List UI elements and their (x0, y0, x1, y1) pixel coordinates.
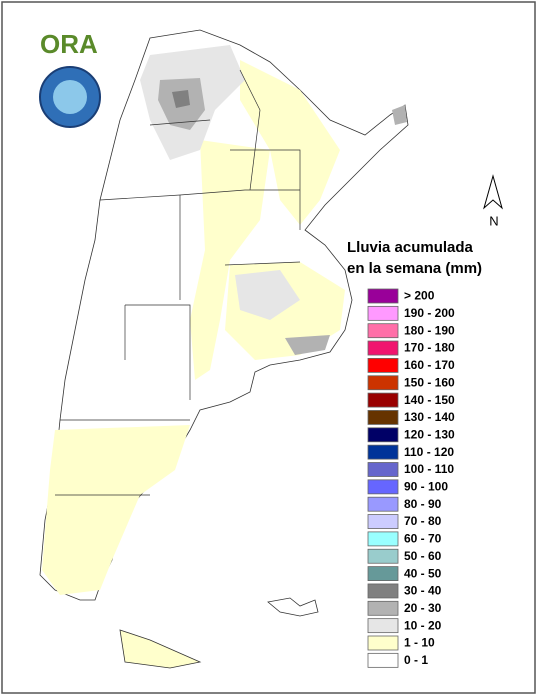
legend-swatch (367, 548, 399, 564)
legend-swatch (367, 444, 399, 460)
legend-label: 110 - 120 (404, 445, 454, 459)
legend-label: > 200 (404, 289, 435, 303)
legend-swatch (367, 496, 399, 512)
legend-label: 10 - 20 (404, 618, 442, 632)
legend-swatch (367, 479, 399, 495)
legend-swatch (367, 566, 399, 581)
legend-label: 60 - 70 (404, 532, 442, 546)
legend-title: en la semana (mm) (347, 260, 482, 277)
legend-swatch (367, 305, 399, 321)
legend-swatch (367, 323, 399, 339)
malvinas (267, 597, 319, 617)
legend-label: 180 - 190 (404, 323, 455, 337)
emblem-inner (53, 80, 87, 114)
legend-label: 170 - 180 (404, 341, 455, 355)
legend-swatch (367, 652, 399, 668)
legend-label: 150 - 160 (404, 375, 455, 389)
legend-swatch (367, 288, 399, 304)
legend-swatch (367, 600, 399, 616)
patch-light (42, 425, 190, 595)
legend-label: 30 - 40 (404, 584, 442, 598)
legend-label: 100 - 110 (404, 462, 454, 476)
legend-title: Lluvia acumulada (347, 239, 474, 256)
legend-label: 140 - 150 (404, 393, 455, 407)
logo-text: ORA (40, 29, 98, 59)
legend-label: 1 - 10 (404, 636, 435, 650)
legend-label: 40 - 50 (404, 566, 442, 580)
legend-swatch (367, 427, 399, 443)
legend-swatch (367, 531, 399, 547)
legend-label: 20 - 30 (404, 601, 442, 615)
legend-label: 160 - 170 (404, 358, 455, 372)
legend-swatch (367, 583, 399, 599)
patch-light (240, 60, 340, 225)
north-arrow (483, 174, 503, 210)
tierra-del-fuego (119, 629, 202, 669)
legend-label: 80 - 90 (404, 497, 442, 511)
legend-label: 70 - 80 (404, 514, 442, 528)
legend-label: 90 - 100 (404, 480, 448, 494)
rain-patches (42, 45, 407, 595)
patch-light (190, 140, 270, 380)
province-borders (55, 69, 301, 496)
north-label: N (489, 213, 498, 228)
legend-swatch (367, 514, 399, 529)
patch-gray (392, 105, 407, 125)
legend-swatch (367, 618, 399, 634)
legend-label: 120 - 130 (404, 427, 455, 441)
legend-swatch (367, 375, 399, 391)
legend-swatch (367, 462, 399, 477)
legend-swatch (367, 340, 399, 356)
legend-label: 130 - 140 (404, 410, 455, 424)
legend-swatch (367, 410, 399, 425)
legend-label: 50 - 60 (404, 549, 442, 563)
patch-gray (235, 270, 300, 320)
legend-swatch (367, 357, 399, 373)
legend-label: 190 - 200 (404, 306, 455, 320)
patch-darker (172, 90, 190, 108)
patch-gray (285, 335, 330, 355)
legend-swatch (367, 635, 399, 651)
legend-swatch (367, 392, 399, 408)
legend-label: 0 - 1 (404, 653, 428, 667)
